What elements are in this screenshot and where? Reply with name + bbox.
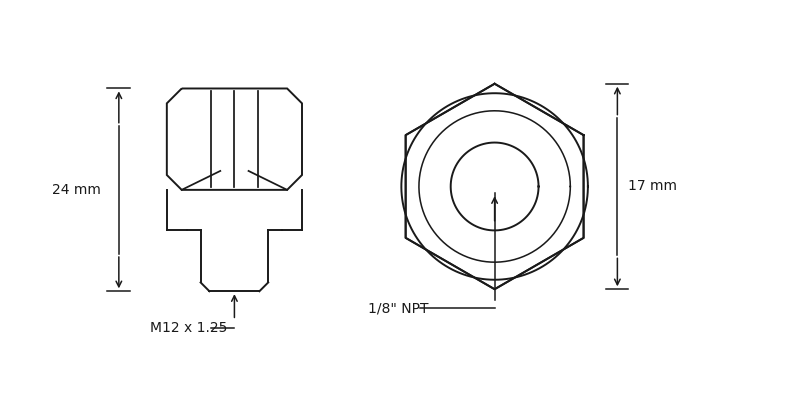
Text: 24 mm: 24 mm [52, 183, 101, 197]
Text: M12 x 1.25: M12 x 1.25 [150, 322, 227, 336]
Text: 17 mm: 17 mm [628, 180, 677, 194]
Text: 1/8" NPT: 1/8" NPT [367, 301, 428, 315]
